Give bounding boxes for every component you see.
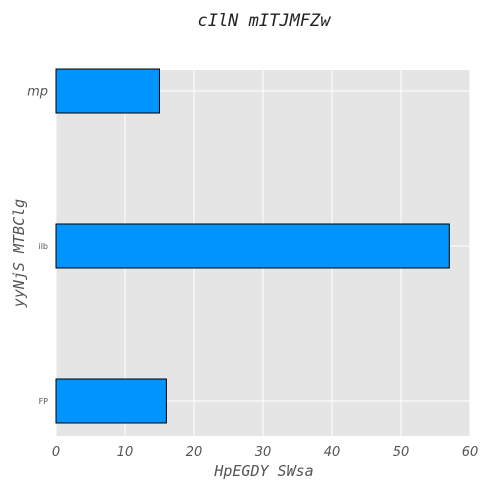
x-axis-label: HpEGDY SWsa	[213, 462, 313, 480]
x-tick-label: 60	[462, 445, 479, 460]
y-category-label: ilb	[38, 242, 48, 251]
x-axis-ticks: 0 10 20 30 40 50 60	[52, 445, 478, 460]
x-tick-label: 40	[324, 445, 341, 460]
x-tick-label: 0	[52, 445, 60, 460]
y-category-label: mp	[27, 85, 48, 100]
y-axis-categories: mp ilb FP	[27, 85, 48, 406]
bar-mp	[55, 68, 160, 114]
x-tick-label: 20	[186, 445, 203, 460]
y-category-label: FP	[39, 397, 49, 406]
bar-FP	[55, 378, 167, 424]
x-tick-label: 50	[393, 445, 410, 460]
bar-ilb	[55, 223, 450, 269]
bars	[55, 68, 450, 424]
y-axis-label: yyNjS MTBClg	[10, 199, 28, 308]
x-tick-label: 30	[255, 445, 272, 460]
x-tick-label: 10	[117, 445, 134, 460]
chart-title: cIlN mITJMFZw	[197, 11, 331, 31]
